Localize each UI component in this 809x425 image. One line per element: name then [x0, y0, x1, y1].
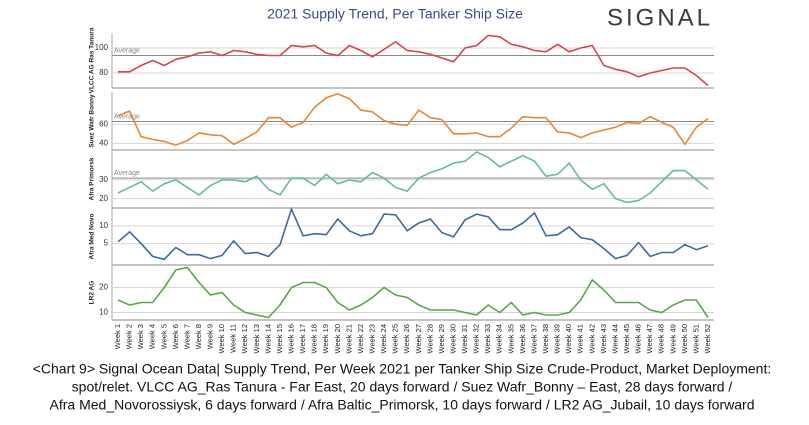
y-axis-label: Afra Primorsk [89, 157, 96, 200]
x-tick-label: Week 1 [113, 324, 122, 349]
y-axis-label: Suez Wafr Bonny [89, 94, 96, 148]
x-tick-label: Week 32 [472, 324, 481, 353]
x-tick-label: Week 4 [148, 324, 157, 349]
x-tick-label: Week 17 [298, 324, 307, 353]
x-tick-label: Week 25 [391, 324, 400, 353]
x-tick-label: Week 24 [379, 324, 388, 353]
y-tick-label: 60 [99, 119, 108, 128]
x-tick-label: Week 20 [333, 324, 342, 353]
x-tick-label: Week 51 [691, 324, 700, 353]
x-tick-label: Week 16 [287, 324, 296, 353]
series-line [117, 206, 709, 261]
x-tick-label: Week 39 [553, 324, 562, 353]
x-tick-label: Week 31 [460, 324, 469, 353]
average-label: Average [114, 47, 140, 54]
y-tick-label: 20 [99, 194, 108, 203]
chart-title: 2021 Supply Trend, Per Tanker Ship Size [267, 6, 523, 22]
x-tick-label: Week 13 [252, 324, 261, 353]
y-tick-label: 10 [99, 221, 108, 230]
x-tick-label: Week 2 [125, 324, 134, 349]
series-line [117, 266, 709, 319]
x-tick-label: Week 36 [518, 324, 527, 353]
y-tick-label: 40 [99, 138, 108, 147]
x-tick-label: Week 28 [425, 324, 434, 353]
caption-line: Afra Med_Novorossiysk, 6 days forward / … [50, 397, 755, 413]
x-tick-label: Week 50 [680, 324, 689, 353]
y-axis-label: VLCC AG Ras Tanura [89, 27, 96, 93]
series-line [117, 93, 709, 147]
x-tick-label: Week 46 [634, 324, 643, 353]
x-tick-label: Week 41 [576, 324, 585, 353]
x-tick-label: Week 44 [610, 324, 619, 353]
x-tick-label: Week 8 [194, 324, 203, 349]
x-tick-label: Week 9 [206, 324, 215, 349]
x-tick-label: Week 49 [668, 324, 677, 353]
x-tick-label: Week 6 [171, 324, 180, 349]
x-tick-label: Week 14 [263, 324, 272, 353]
series-line [117, 150, 709, 204]
x-tick-label: Week 10 [217, 324, 226, 353]
x-tick-label: Week 47 [645, 324, 654, 353]
x-tick-label: Week 21 [344, 324, 353, 353]
series-line [118, 34, 709, 87]
y-tick-label: 10 [99, 308, 108, 317]
x-tick-label: Week 27 [414, 324, 423, 353]
x-tick-label: Week 40 [564, 324, 573, 353]
y-tick-label: 5 [104, 239, 109, 248]
y-tick-label: 20 [99, 283, 108, 292]
x-tick-label: Week 5 [159, 324, 168, 349]
y-tick-label: 30 [99, 175, 108, 184]
average-label: Average [114, 170, 140, 177]
x-tick-label: Week 15 [275, 324, 284, 353]
x-tick-label: Week 37 [529, 324, 538, 353]
x-tick-label: Week 43 [599, 324, 608, 353]
x-tick-label: Week 45 [622, 324, 631, 353]
x-tick-label: Week 33 [483, 324, 492, 353]
x-tick-label: Week 42 [587, 324, 596, 353]
x-tick-label: Week 7 [182, 324, 191, 349]
x-tick-label: Week 19 [321, 324, 330, 353]
x-tick-label: Week 11 [229, 324, 238, 353]
x-tick-label: Week 48 [657, 324, 666, 353]
y-tick-label: 80 [99, 68, 108, 77]
y-axis-label: LR2 AG [89, 281, 96, 305]
x-tick-label: Week 29 [437, 324, 446, 353]
x-tick-label: Week 18 [310, 324, 319, 353]
average-label: Average [114, 113, 140, 120]
x-tick-label: Week 52 [703, 324, 712, 353]
x-tick-label: Week 23 [367, 324, 376, 353]
x-tick-label: Week 34 [495, 324, 504, 353]
x-tick-label: Week 30 [448, 324, 457, 353]
caption-line: spot/relet. VLCC AG_Ras Tanura - Far Eas… [72, 379, 733, 395]
x-tick-label: Week 26 [402, 324, 411, 353]
x-tick-label: Week 3 [136, 324, 145, 349]
y-axis-label: Afra Med Novo [89, 214, 96, 260]
y-tick-label: 100 [95, 43, 109, 52]
x-tick-label: Week 35 [506, 324, 515, 353]
caption-line: <Chart 9> Signal Ocean Data| Supply Tren… [33, 361, 772, 377]
x-tick-label: Week 12 [240, 324, 249, 353]
x-tick-label: Week 22 [356, 324, 365, 353]
x-tick-label: Week 38 [541, 324, 550, 353]
logo: SIGNAL [607, 4, 713, 31]
